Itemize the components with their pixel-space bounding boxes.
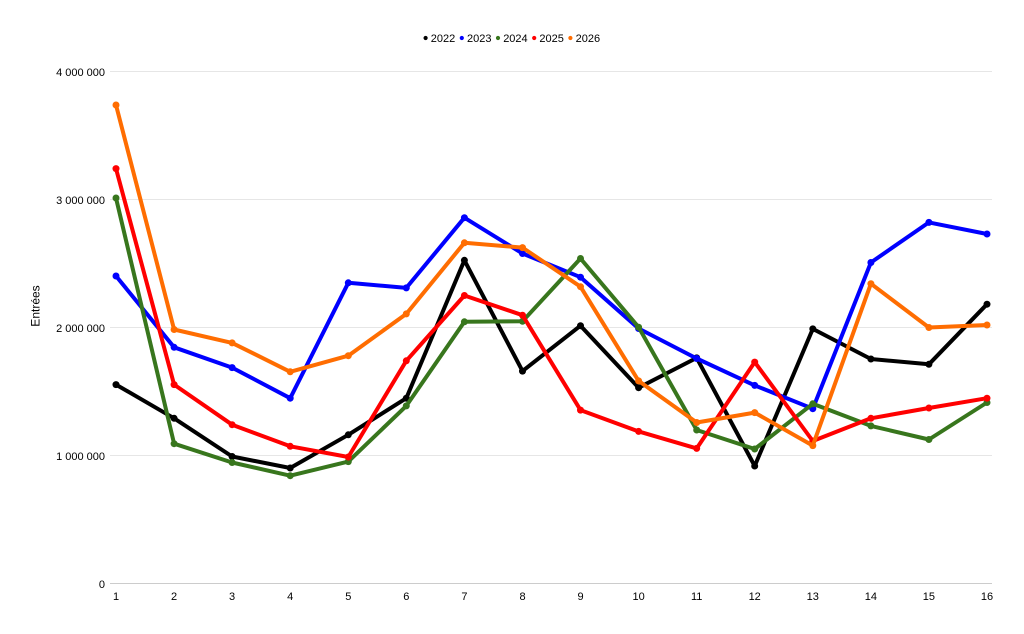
- svg-text:1 000 000: 1 000 000: [56, 451, 105, 463]
- svg-text:2025: 2025: [539, 33, 563, 45]
- svg-text:12: 12: [749, 591, 761, 603]
- svg-text:2026: 2026: [576, 33, 600, 45]
- svg-text:11: 11: [691, 591, 702, 603]
- svg-text:8: 8: [519, 591, 525, 603]
- svg-text:2024: 2024: [503, 33, 527, 45]
- svg-text:Entrées: Entrées: [29, 285, 43, 326]
- svg-text:2023: 2023: [467, 33, 491, 45]
- svg-text:4 000 000: 4 000 000: [56, 67, 105, 79]
- svg-text:2022: 2022: [431, 33, 455, 45]
- svg-text:1: 1: [113, 591, 119, 603]
- svg-text:4: 4: [287, 591, 293, 603]
- svg-text:10: 10: [632, 591, 644, 603]
- svg-text:9: 9: [577, 591, 583, 603]
- svg-text:16: 16: [981, 591, 993, 603]
- svg-text:13: 13: [807, 591, 819, 603]
- svg-text:3 000 000: 3 000 000: [56, 195, 105, 207]
- svg-text:2: 2: [171, 591, 177, 603]
- svg-text:14: 14: [865, 591, 877, 603]
- svg-text:3: 3: [229, 591, 235, 603]
- svg-text:15: 15: [923, 591, 935, 603]
- svg-text:5: 5: [345, 591, 351, 603]
- svg-text:6: 6: [403, 591, 409, 603]
- svg-text:0: 0: [99, 579, 105, 591]
- svg-text:2 000 000: 2 000 000: [56, 323, 105, 335]
- svg-text:7: 7: [461, 591, 467, 603]
